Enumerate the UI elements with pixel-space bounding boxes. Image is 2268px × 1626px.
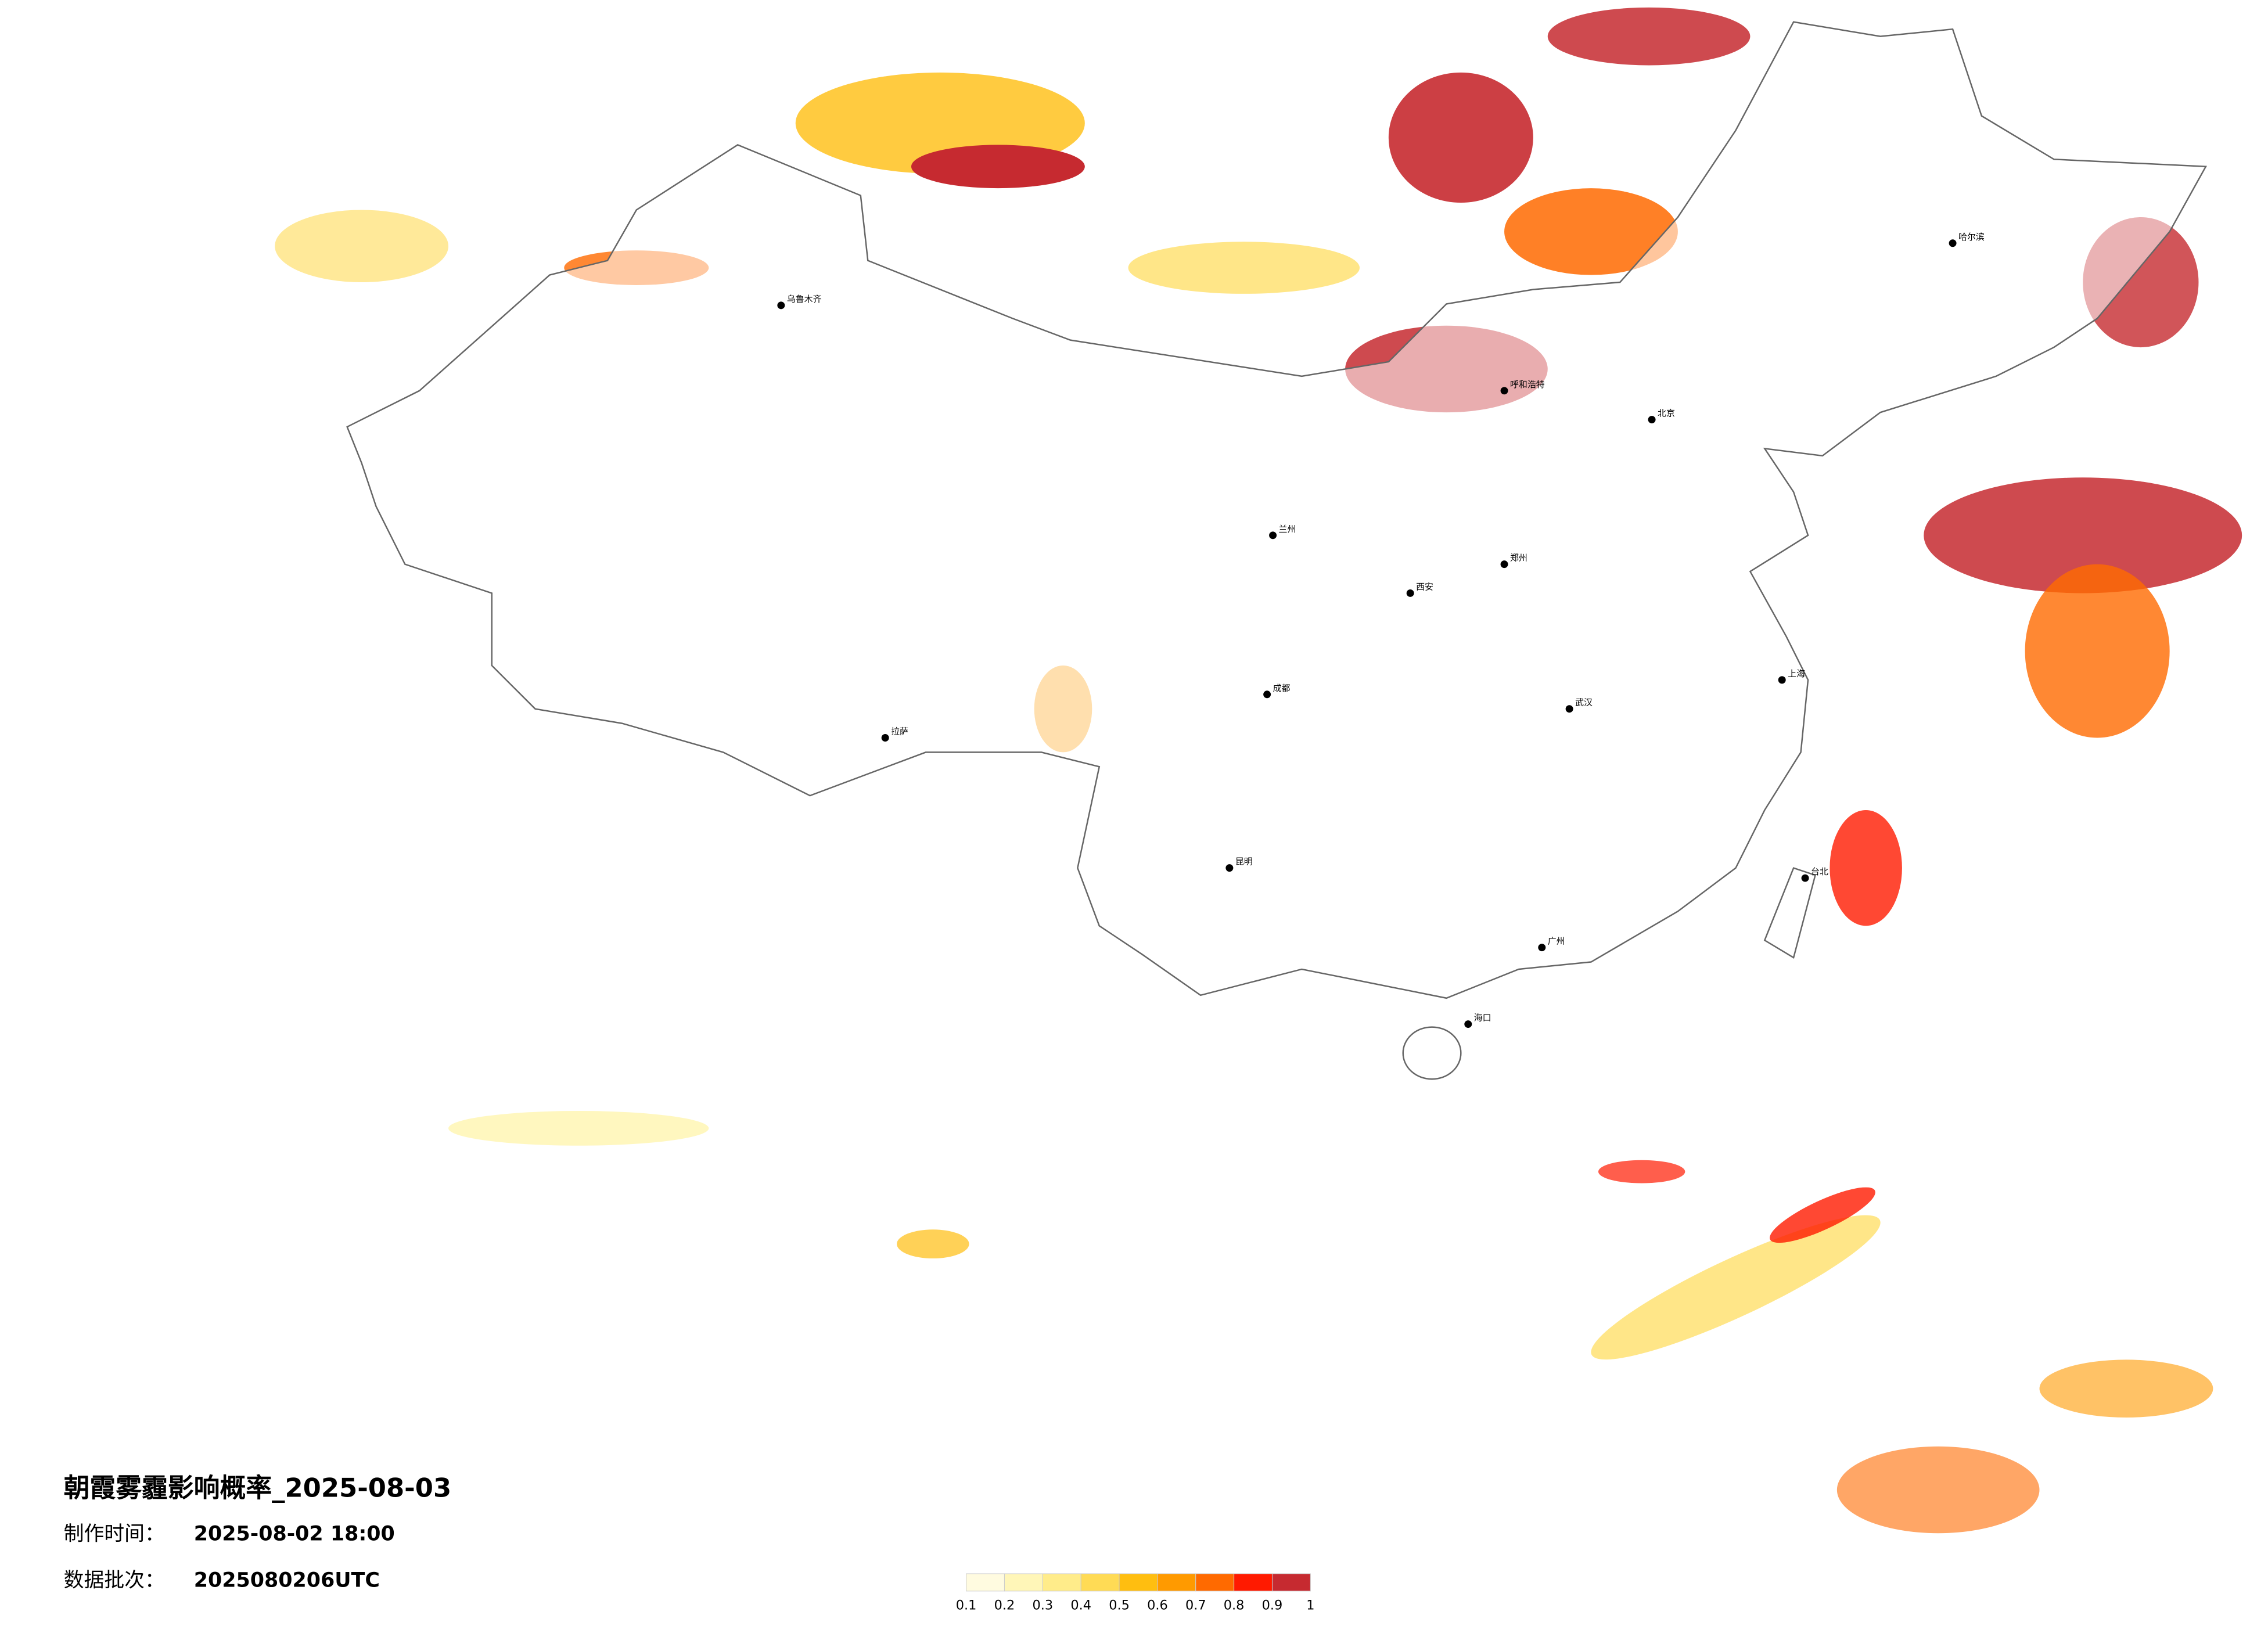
legend-swatch (1195, 1573, 1235, 1592)
city-dot (1565, 705, 1573, 713)
legend-swatch (966, 1573, 1005, 1592)
info-value: 2025-08-02 18:00 (194, 1523, 395, 1546)
haze-area (1128, 242, 1360, 294)
legend-tick-label: 0.6 (1147, 1598, 1168, 1613)
city-label: 上海 (1788, 668, 1805, 679)
island-outline (1763, 867, 1816, 959)
city-label: 北京 (1658, 408, 1675, 419)
haze-area (897, 1229, 969, 1259)
city-label: 兰州 (1279, 524, 1296, 534)
legend-swatch (1119, 1573, 1158, 1592)
legend-swatch (1234, 1573, 1273, 1592)
legend-tick-label: 1 (1306, 1598, 1314, 1613)
city-label: 海口 (1474, 1013, 1491, 1023)
haze-area (1770, 1187, 1875, 1243)
city-dot (881, 734, 889, 742)
haze-area (1598, 1160, 1685, 1183)
city-label: 武汉 (1575, 697, 1593, 708)
city-label: 昆明 (1235, 857, 1253, 867)
legend-tick-label: 0.8 (1224, 1598, 1245, 1613)
city-dot (1538, 944, 1546, 952)
city-label: 拉萨 (891, 726, 908, 737)
city-dot (1648, 416, 1656, 424)
island-outline (1402, 1026, 1462, 1080)
city-dot (1464, 1020, 1472, 1028)
city-dot (1949, 239, 1957, 247)
legend-tick-label: 0.5 (1109, 1598, 1130, 1613)
legend-swatch (1271, 1573, 1311, 1592)
haze-area (1830, 810, 1902, 926)
city-label: 广州 (1548, 936, 1565, 947)
legend-swatch (1004, 1573, 1043, 1592)
map-title: 朝霞雾霾影响概率_2025-08-03 (64, 1473, 452, 1503)
city-label: 成都 (1273, 683, 1291, 693)
city-dot (1225, 864, 1234, 872)
haze-area (1836, 1446, 2040, 1534)
haze-area (911, 145, 1085, 189)
city-label: 哈尔滨 (1958, 232, 1985, 242)
haze-area (448, 1111, 709, 1146)
haze-area (1547, 7, 1751, 66)
legend-tick-label: 0.3 (1033, 1598, 1054, 1613)
info-value: 2025080206UTC (194, 1569, 380, 1592)
city-dot (1263, 690, 1271, 699)
city-dot (777, 301, 785, 310)
legend-swatch (1157, 1573, 1196, 1592)
info-label: 数据批次： (64, 1569, 165, 1592)
legend-tick-label: 0.2 (994, 1598, 1015, 1613)
legend-tick-label: 0.4 (1070, 1598, 1091, 1613)
haze-area (1388, 72, 1533, 203)
city-label: 乌鲁木齐 (787, 294, 822, 304)
city-dot (1801, 874, 1809, 882)
city-dot (1500, 387, 1508, 395)
legend-swatch (1080, 1573, 1120, 1592)
legend-swatch (1042, 1573, 1081, 1592)
haze-area (2039, 1359, 2213, 1418)
haze-area (1504, 188, 1678, 275)
country-outline (346, 21, 2207, 999)
info-label: 制作时间： (64, 1523, 165, 1546)
haze-area (2025, 564, 2170, 738)
city-dot (1269, 531, 1277, 539)
legend-tick-label: 0.1 (956, 1598, 977, 1613)
city-dot (1778, 676, 1786, 684)
haze-area (1591, 1215, 1881, 1360)
city-label: 呼和浩特 (1510, 379, 1545, 390)
city-label: 台北 (1811, 866, 1828, 877)
city-dot (1500, 560, 1508, 569)
city-label: 郑州 (1510, 553, 1527, 563)
city-label: 西安 (1416, 581, 1433, 592)
legend-tick-label: 0.7 (1185, 1598, 1206, 1613)
city-dot (1406, 589, 1414, 597)
legend-tick-label: 0.9 (1262, 1598, 1283, 1613)
haze-area (275, 210, 449, 283)
haze-area (1924, 477, 2242, 593)
